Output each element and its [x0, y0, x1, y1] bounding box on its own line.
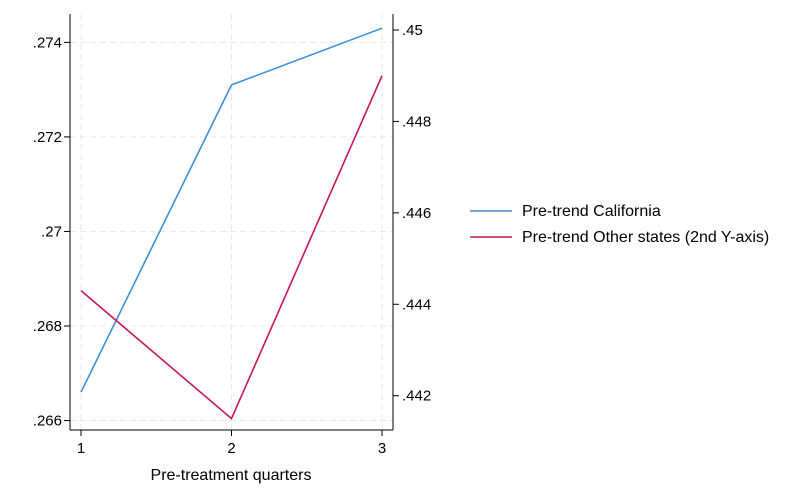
y-left-tick-label: .268 — [33, 318, 62, 335]
legend-label-2: Pre-trend Other states (2nd Y-axis) — [522, 229, 769, 246]
y-left-tick-label: .27 — [41, 223, 62, 240]
y-left-tick-label: .266 — [33, 413, 62, 430]
y-left-tick-label: .272 — [33, 129, 62, 146]
series-lines — [80, 27, 383, 420]
x-tick-label: 2 — [227, 440, 235, 457]
grid — [70, 14, 393, 430]
legend: Pre-trend California Pre-trend Other stat… — [470, 203, 769, 246]
series-line-1 — [80, 27, 383, 393]
y-right-tick-label: .45 — [402, 22, 423, 39]
y-right-tick-label: .448 — [402, 113, 431, 130]
x-axis-title: Pre-treatment quarters — [151, 467, 312, 484]
x-tick-label: 3 — [378, 440, 386, 457]
axes: .266 .268 .27 .272 .274 .442 .444 .446 .448 .45 1 2… — [33, 14, 431, 457]
legend-label-1: Pre-trend California — [522, 203, 661, 220]
y-right-tick-label: .446 — [402, 205, 431, 222]
y-left-tick-label: .274 — [33, 34, 62, 51]
x-tick-label: 1 — [77, 440, 85, 457]
series-line-2 — [80, 75, 383, 420]
y-right-tick-label: .444 — [402, 296, 431, 313]
y-right-tick-label: .442 — [402, 388, 431, 405]
